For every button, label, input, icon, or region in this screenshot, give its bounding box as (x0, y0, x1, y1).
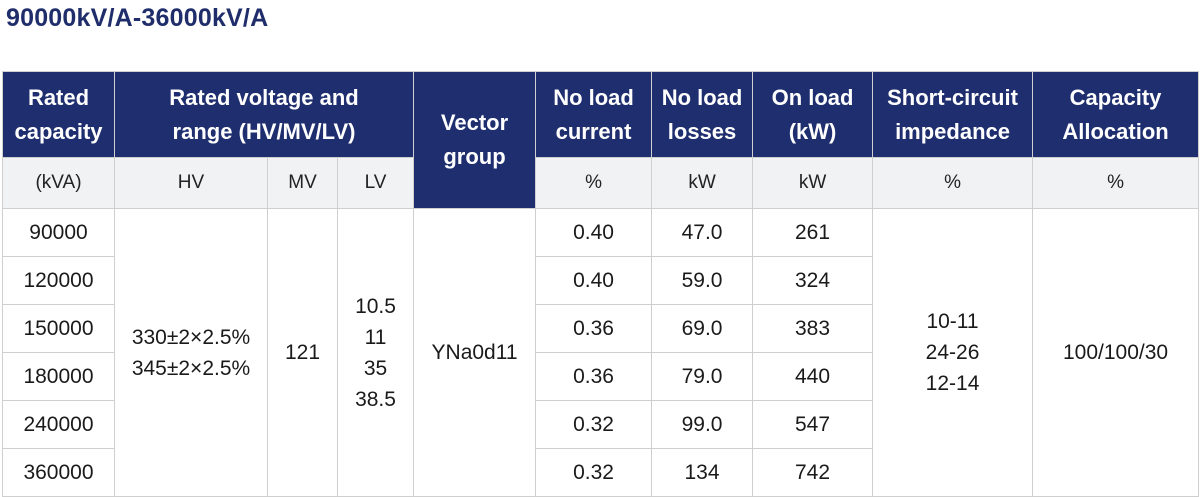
unit-capacity: (kVA) (2, 157, 115, 209)
capacity-cell: 120000 (2, 256, 115, 305)
no-load-losses-cell: 79.0 (651, 352, 754, 401)
table-row: 360000 0.32 134 742 (2, 448, 1199, 497)
no-load-losses-cell: 47.0 (651, 208, 754, 257)
allocation-cell: 100/100/30 (1032, 208, 1200, 497)
header-no-load-current: No load current (535, 71, 653, 158)
table-row: 90000 330±2×2.5% 345±2×2.5% 121 10.5 11 … (2, 208, 1200, 497)
no-load-losses-cell: 134 (651, 448, 754, 497)
unit-allocation: % (1032, 157, 1200, 209)
unit-on-load: kW (752, 157, 874, 209)
units-row: (kVA) HV MV LV % kW kW % % (2, 157, 1200, 209)
on-load-cell: 547 (752, 400, 874, 449)
header-rated-voltage: Rated voltage and range (HV/MV/LV) (113, 71, 415, 158)
table-row: 150000 0.36 69.0 383 (2, 304, 1199, 353)
on-load-cell: 383 (752, 304, 874, 353)
unit-current: % (535, 157, 653, 209)
header-rated-capacity: Rated capacity (2, 71, 115, 158)
capacity-cell: 240000 (2, 400, 115, 449)
capacity-cell: 180000 (2, 352, 115, 401)
unit-hv: HV (114, 157, 268, 209)
table-row: 240000 0.32 99.0 547 (2, 400, 1199, 449)
header-row: Rated capacity Rated voltage and range (… (2, 71, 1200, 209)
mv-cell: 121 (267, 208, 338, 497)
unit-lv: LV (336, 157, 415, 209)
no-load-current-cell: 0.32 (535, 400, 653, 449)
unit-losses: kW (651, 157, 754, 209)
unit-mv: MV (267, 157, 338, 209)
no-load-current-cell: 0.40 (535, 208, 653, 257)
no-load-current-cell: 0.32 (535, 448, 653, 497)
table-row: 180000 0.36 79.0 440 (2, 352, 1199, 401)
hv-range-cell: 330±2×2.5% 345±2×2.5% (114, 208, 268, 497)
on-load-cell: 261 (752, 208, 874, 257)
capacity-cell: 360000 (2, 448, 115, 497)
no-load-current-cell: 0.36 (535, 352, 653, 401)
no-load-losses-cell: 99.0 (651, 400, 754, 449)
lv-cell: 10.5 11 35 38.5 (336, 208, 415, 497)
header-short-circuit-impedance: Short-circuit impedance (872, 71, 1034, 158)
on-load-cell: 440 (752, 352, 874, 401)
header-capacity-allocation: Capacity Allocation (1032, 71, 1200, 158)
transformer-spec-table: Rated capacity Rated voltage and range (… (2, 71, 1200, 497)
vector-group-cell: YNa0d11 (413, 208, 537, 497)
no-load-current-cell: 0.40 (535, 256, 653, 305)
impedance-cell: 10-11 24-26 12-14 (872, 208, 1034, 497)
unit-impedance: % (872, 157, 1034, 209)
capacity-cell: 90000 (2, 208, 115, 257)
on-load-cell: 742 (752, 448, 874, 497)
no-load-losses-cell: 69.0 (651, 304, 754, 353)
no-load-losses-cell: 59.0 (651, 256, 754, 305)
no-load-current-cell: 0.36 (535, 304, 653, 353)
page-title: 90000kV/A-36000kV/A (6, 4, 269, 32)
table-row: 120000 0.40 59.0 324 (2, 256, 1199, 305)
header-vector-group: Vector group (413, 71, 537, 209)
on-load-cell: 324 (752, 256, 874, 305)
capacity-cell: 150000 (2, 304, 115, 353)
header-on-load: On load (kW) (752, 71, 874, 158)
header-no-load-losses: No load losses (651, 71, 754, 158)
